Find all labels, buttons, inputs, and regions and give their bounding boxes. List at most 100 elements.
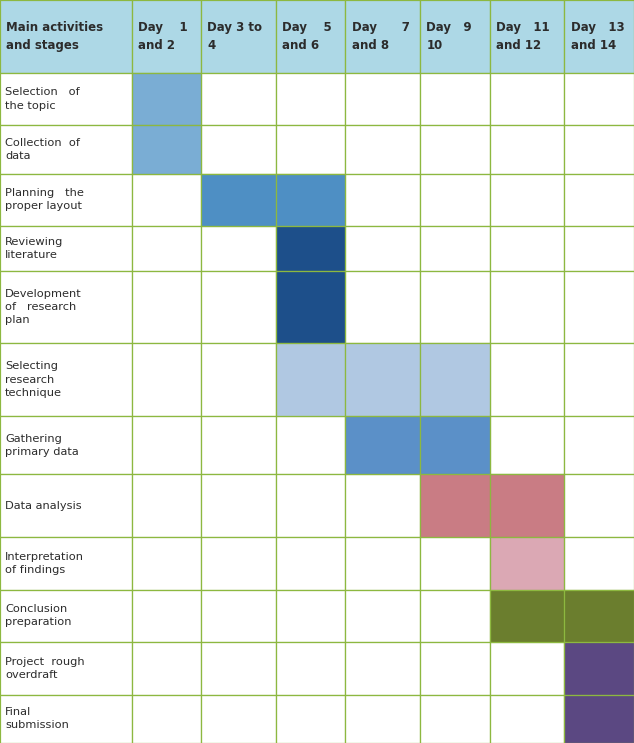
Bar [489,73,564,125]
Bar [276,174,346,226]
Bar [131,226,201,270]
Bar [276,695,346,743]
Bar [564,174,634,226]
Bar [276,125,346,174]
Bar [0,589,131,642]
Bar [0,343,131,416]
Text: Main activities
and stages: Main activities and stages [6,21,103,52]
Bar [201,125,276,174]
Bar [276,642,346,695]
Bar [489,226,564,270]
Bar [0,226,131,270]
Bar [201,270,276,343]
Bar [276,0,346,73]
Bar [420,125,489,174]
Bar [201,226,276,270]
Bar [489,695,564,743]
Bar [131,343,201,416]
Bar [489,537,564,589]
Bar [131,589,201,642]
Text: Collection  of
data: Collection of data [5,137,80,161]
Text: Selection   of
the topic: Selection of the topic [5,88,80,111]
Bar [420,343,489,416]
Bar [489,0,564,73]
Bar [131,537,201,589]
Bar [276,695,346,743]
Bar [489,0,564,73]
Bar [0,226,131,270]
Bar [0,0,131,73]
Bar [489,642,564,695]
Bar [346,537,420,589]
Bar [420,475,489,537]
Bar [346,589,420,642]
Bar [564,695,634,743]
Bar [201,589,276,642]
Bar [564,125,634,174]
Bar [276,343,346,416]
Bar [346,174,420,226]
Bar [131,642,201,695]
Bar [489,537,564,589]
Bar [346,642,420,695]
Bar [0,0,131,73]
Bar [276,416,346,475]
Bar [564,475,634,537]
Bar [276,73,346,125]
Bar [201,226,276,270]
Bar [0,695,131,743]
Bar [564,642,634,695]
Bar [346,73,420,125]
Bar [276,73,346,125]
Bar [489,174,564,226]
Bar [346,125,420,174]
Bar [201,416,276,475]
Bar [0,73,131,125]
Bar [0,537,131,589]
Bar [131,174,201,226]
Bar [201,270,276,343]
Text: Data analysis: Data analysis [5,501,82,510]
Bar [276,589,346,642]
Bar [201,537,276,589]
Bar [0,695,131,743]
Bar [131,125,201,174]
Bar [420,475,489,537]
Bar [201,343,276,416]
Bar [276,343,346,416]
Bar [131,270,201,343]
Text: Project  rough
overdraft: Project rough overdraft [5,657,85,680]
Bar [346,416,420,475]
Bar [346,695,420,743]
Bar [489,475,564,537]
Bar [564,537,634,589]
Bar [201,695,276,743]
Bar [346,270,420,343]
Bar [276,475,346,537]
Bar [564,343,634,416]
Bar [420,125,489,174]
Bar [0,125,131,174]
Bar [131,475,201,537]
Bar [420,589,489,642]
Bar [131,537,201,589]
Bar [131,0,201,73]
Bar [564,475,634,537]
Bar [489,270,564,343]
Bar [564,125,634,174]
Bar [201,0,276,73]
Bar [131,343,201,416]
Bar [276,537,346,589]
Bar [0,589,131,642]
Bar [0,270,131,343]
Bar [346,416,420,475]
Bar [489,73,564,125]
Text: Day   9
10: Day 9 10 [427,21,472,52]
Bar [489,475,564,537]
Bar [346,0,420,73]
Bar [420,642,489,695]
Bar [564,0,634,73]
Bar [0,73,131,125]
Bar [0,475,131,537]
Bar [489,537,564,589]
